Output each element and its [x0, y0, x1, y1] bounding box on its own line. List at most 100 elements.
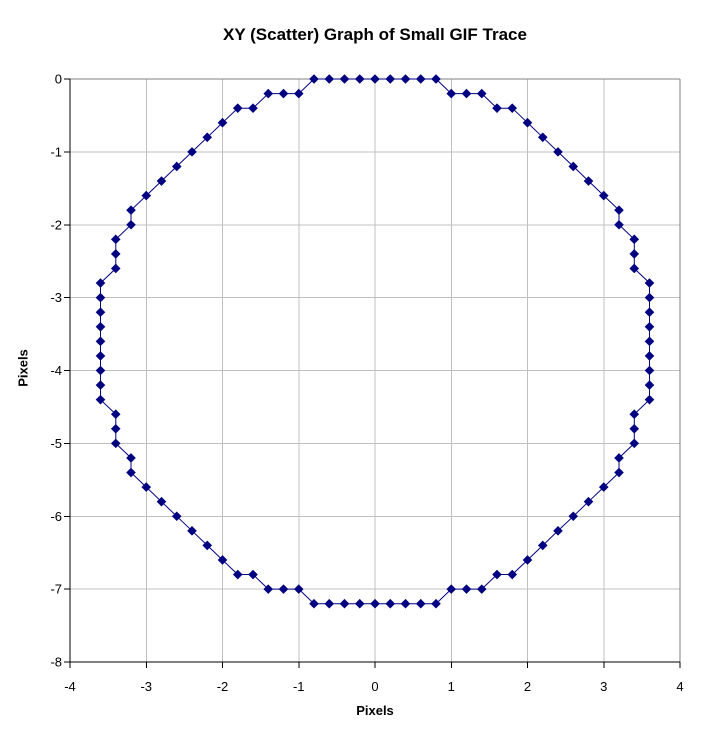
x-tick-label: 2 — [524, 679, 531, 694]
data-point-marker — [95, 351, 106, 361]
data-point-marker — [263, 88, 274, 99]
data-point-marker — [461, 584, 472, 594]
data-point-marker — [156, 176, 167, 186]
data-point-marker — [431, 74, 441, 84]
y-tick-label: 0 — [55, 72, 62, 87]
x-tick-label: -1 — [293, 679, 305, 694]
data-point-marker — [278, 584, 289, 594]
y-tick-label: -4 — [50, 363, 62, 378]
x-tick-label: -4 — [64, 679, 76, 694]
data-point-marker — [629, 249, 640, 259]
data-point-marker — [126, 467, 136, 478]
data-point-marker — [354, 74, 365, 84]
data-point-marker — [568, 511, 579, 522]
data-point-marker — [339, 74, 350, 84]
data-point-marker — [370, 74, 380, 84]
data-point-marker — [431, 598, 441, 609]
data-point-marker — [400, 598, 411, 609]
data-point-marker — [583, 176, 594, 186]
data-point-marker — [293, 584, 304, 594]
x-tick-label: 1 — [448, 679, 455, 694]
data-point-marker — [598, 482, 609, 492]
data-point-marker — [95, 292, 106, 303]
data-point-marker — [507, 103, 518, 113]
data-point-marker — [492, 103, 502, 113]
chart-title: XY (Scatter) Graph of Small GIF Trace — [223, 25, 527, 44]
data-point-marker — [400, 74, 411, 84]
data-point-marker — [415, 74, 426, 84]
data-point-marker — [110, 409, 121, 420]
x-axis-title: Pixels — [356, 703, 394, 718]
data-point-marker — [339, 598, 350, 609]
data-point-marker — [110, 234, 121, 245]
data-point-marker — [187, 526, 197, 536]
y-tick-label: -7 — [50, 582, 62, 597]
data-point-marker — [126, 453, 136, 463]
data-point-marker — [644, 365, 655, 376]
data-point-marker — [644, 278, 655, 288]
data-point-marker — [95, 365, 106, 376]
y-tick-label: -2 — [50, 217, 62, 232]
data-point-marker — [309, 74, 319, 84]
data-point-marker — [95, 278, 106, 288]
data-point-marker — [187, 147, 197, 157]
data-point-marker — [171, 161, 182, 172]
data-point-marker — [598, 190, 609, 201]
x-tick-label: 3 — [600, 679, 607, 694]
data-point-marker — [629, 424, 640, 434]
data-point-marker — [644, 351, 655, 361]
data-point-marker — [95, 394, 106, 405]
data-point-marker — [537, 132, 548, 143]
data-point-marker — [644, 321, 655, 332]
data-point-marker — [522, 117, 533, 128]
data-point-marker — [110, 438, 121, 449]
data-point-marker — [232, 103, 243, 113]
data-point-marker — [476, 584, 487, 594]
data-point-marker — [644, 307, 655, 317]
data-point-marker — [385, 74, 396, 84]
data-point-marker — [171, 511, 182, 522]
data-point-marker — [263, 584, 274, 594]
data-point-marker — [553, 147, 563, 157]
data-point-marker — [446, 88, 457, 99]
data-point-marker — [110, 424, 121, 434]
data-point-marker — [95, 380, 106, 390]
data-point-marker — [629, 438, 640, 449]
data-point-marker — [293, 88, 304, 99]
data-point-marker — [644, 380, 655, 390]
data-point-marker — [95, 336, 106, 347]
data-point-marker — [202, 132, 213, 143]
data-point-marker — [126, 205, 136, 215]
data-point-marker — [614, 467, 624, 478]
data-point-marker — [95, 307, 106, 317]
x-tick-label: 0 — [371, 679, 378, 694]
data-point-marker — [324, 598, 335, 609]
data-point-marker — [354, 598, 365, 609]
data-point-marker — [629, 234, 640, 245]
y-tick-label: -5 — [50, 436, 62, 451]
data-point-marker — [476, 88, 487, 99]
data-point-marker — [568, 161, 579, 172]
y-tick-label: -8 — [50, 655, 62, 670]
x-tick-label: 4 — [676, 679, 683, 694]
data-point-marker — [232, 569, 243, 580]
x-tick-label: -2 — [217, 679, 229, 694]
data-point-marker — [278, 88, 289, 99]
data-point-marker — [95, 321, 106, 332]
data-point-marker — [553, 526, 563, 536]
data-point-marker — [629, 409, 640, 420]
data-point-marker — [629, 263, 640, 274]
y-tick-label: -6 — [50, 509, 62, 524]
data-point-marker — [614, 453, 624, 463]
data-point-marker — [141, 482, 152, 492]
data-point-marker — [507, 569, 518, 580]
data-point-marker — [644, 336, 655, 347]
data-point-marker — [248, 103, 258, 113]
data-point-marker — [492, 569, 502, 580]
x-tick-label: -3 — [140, 679, 152, 694]
data-point-marker — [415, 598, 426, 609]
data-point-marker — [583, 496, 594, 507]
data-point-marker — [614, 219, 624, 230]
data-point-marker — [522, 555, 533, 565]
